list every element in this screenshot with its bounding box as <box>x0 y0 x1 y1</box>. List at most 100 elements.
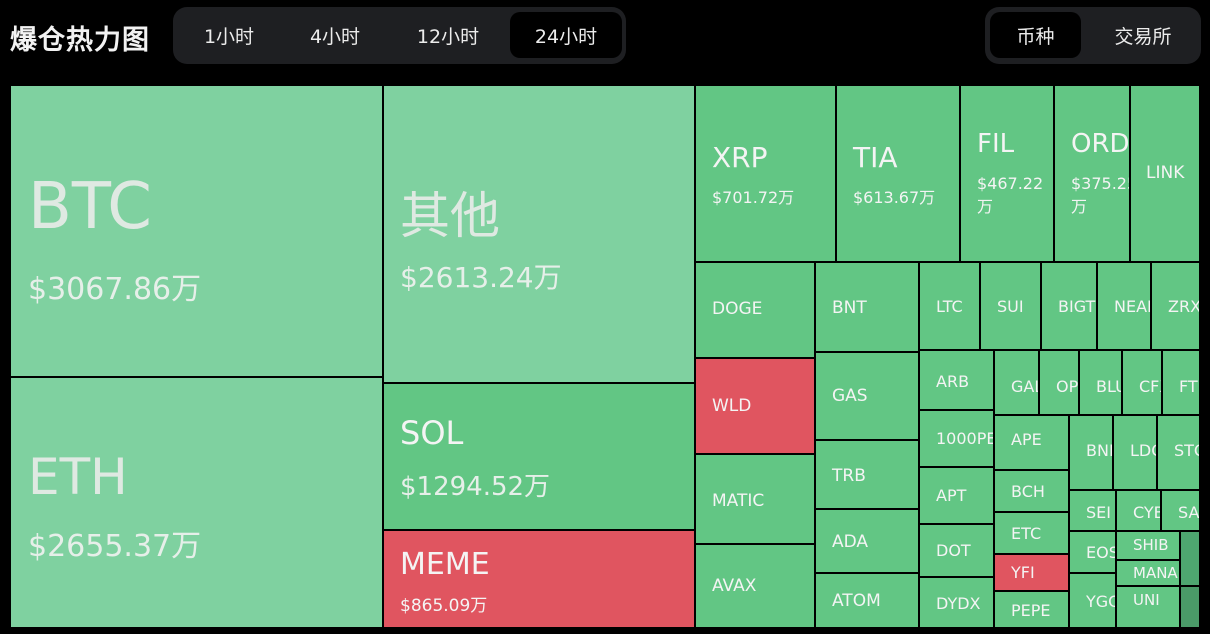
treemap-tile-sol[interactable]: SOL $1294.52万 <box>383 383 695 530</box>
treemap-tile-storj[interactable]: STORJ <box>1157 415 1200 490</box>
tile-symbol: APT <box>936 486 967 505</box>
tile-symbol: SHIB <box>1133 536 1169 554</box>
treemap-tile-wld[interactable]: WLD <box>695 358 815 454</box>
treemap-tile-sui[interactable]: SUI <box>980 262 1041 350</box>
tile-symbol: STORJ <box>1174 441 1199 460</box>
treemap-tile-ftm[interactable]: FTM <box>1162 350 1200 415</box>
treemap-tile-near[interactable]: NEAR <box>1097 262 1151 350</box>
tile-symbol: FTM <box>1179 377 1199 396</box>
tab-exchange[interactable]: 交易所 <box>1114 25 1172 48</box>
treemap-tile-yfi[interactable]: YFI <box>994 554 1069 591</box>
tile-amount: $2613.24万 <box>400 261 562 294</box>
tab-24h[interactable]: 24小时 <box>510 12 622 58</box>
treemap-tile-small-0[interactable] <box>1180 531 1200 586</box>
treemap-tile-gala[interactable]: GALA <box>994 350 1039 415</box>
tile-symbol: 其他 <box>400 187 500 245</box>
tile-symbol: PEPE <box>1011 601 1051 620</box>
tile-symbol: MANA <box>1133 564 1178 582</box>
treemap-tile-sei[interactable]: SEI <box>1069 490 1116 531</box>
tile-symbol: TIA <box>853 141 898 174</box>
tab-12h[interactable]: 12小时 <box>416 25 480 48</box>
treemap-tile-mana[interactable]: MANA <box>1116 560 1180 586</box>
tile-symbol: SUI <box>997 297 1024 316</box>
timeframe-selector: 1小时 4小时 12小时 24小时 <box>173 7 626 64</box>
treemap-tile-bnb[interactable]: BNB <box>1069 415 1113 490</box>
tile-symbol: LINK <box>1146 163 1185 183</box>
tile-symbol: MEME <box>400 547 490 582</box>
tile-symbol: UNI <box>1133 591 1160 609</box>
tile-symbol: BNB <box>1086 441 1112 460</box>
treemap-tile-uni[interactable]: UNI <box>1116 586 1180 628</box>
tile-symbol: YFI <box>1011 563 1035 582</box>
treemap-tile-zrx[interactable]: ZRX <box>1151 262 1200 350</box>
treemap-tile-ldo[interactable]: LDO <box>1113 415 1157 490</box>
tile-symbol: ORDI <box>1071 129 1130 159</box>
treemap-tile-ordi[interactable]: ORDI $375.25万 <box>1054 85 1130 262</box>
treemap-tile-arb[interactable]: ARB <box>919 350 994 410</box>
tab-1h[interactable]: 1小时 <box>203 25 255 48</box>
tile-symbol: BNT <box>832 298 867 318</box>
treemap-tile-cfx[interactable]: CFX <box>1122 350 1162 415</box>
treemap-tile-xrp[interactable]: XRP $701.72万 <box>695 85 836 262</box>
tile-amount: $1294.52万 <box>400 472 551 502</box>
treemap-tile-ygg[interactable]: YGG <box>1069 573 1116 628</box>
tile-amount: $865.09万 <box>400 596 488 616</box>
tile-symbol: ETC <box>1011 524 1042 543</box>
treemap-tile-btc[interactable]: BTC $3067.86万 <box>10 85 383 377</box>
treemap-tile-gas[interactable]: GAS <box>815 352 919 440</box>
tile-amount: $467.22万 <box>977 174 1044 217</box>
treemap-tile-ltc[interactable]: LTC <box>919 262 980 350</box>
treemap-tile-shib[interactable]: SHIB <box>1116 531 1180 560</box>
treemap-tile-bnt[interactable]: BNT <box>815 262 919 352</box>
tile-symbol: DOGE <box>712 299 763 319</box>
tile-symbol: SAND <box>1178 503 1200 522</box>
tile-symbol: NEAR <box>1114 297 1150 316</box>
treemap-tile-dydx[interactable]: DYDX <box>919 577 994 628</box>
treemap-tile-meme[interactable]: MEME $865.09万 <box>383 530 695 628</box>
treemap-tile-doge[interactable]: DOGE <box>695 262 815 358</box>
tile-symbol: DOT <box>936 541 971 560</box>
treemap-tile-eth[interactable]: ETH $2655.37万 <box>10 377 383 628</box>
tile-symbol: TRB <box>832 466 866 486</box>
tile-symbol: ZRX <box>1168 297 1200 316</box>
treemap-tile-sand[interactable]: SAND <box>1161 490 1200 531</box>
treemap-tile-small-1[interactable] <box>1180 586 1200 628</box>
tile-symbol: OP <box>1056 377 1079 396</box>
treemap-tile-ape[interactable]: APE <box>994 415 1069 470</box>
treemap-tile-cyber[interactable]: CYBER <box>1116 490 1161 531</box>
tile-amount: $701.72万 <box>712 188 795 207</box>
tile-symbol: DYDX <box>936 594 981 613</box>
liquidation-treemap: BTC $3067.86万 ETH $2655.37万 其他 $2613.24万 SOL $1… <box>10 85 1200 628</box>
tab-4h[interactable]: 4小时 <box>309 25 361 48</box>
treemap-tile-ada[interactable]: ADA <box>815 509 919 573</box>
treemap-tile-1000pepe[interactable]: 1000PEPE <box>919 410 994 467</box>
tab-coin[interactable]: 币种 <box>990 12 1081 58</box>
treemap-tile-bigtime[interactable]: BIGTIME <box>1041 262 1097 350</box>
treemap-tile-avax[interactable]: AVAX <box>695 544 815 628</box>
tile-symbol: GAS <box>832 386 868 406</box>
tile-symbol: EOS <box>1086 543 1116 562</box>
tile-symbol: MATIC <box>712 491 765 511</box>
tile-amount: $2655.37万 <box>28 529 202 564</box>
tile-symbol: ETH <box>28 448 128 506</box>
treemap-tile-eos[interactable]: EOS <box>1069 531 1116 573</box>
treemap-tile-apt[interactable]: APT <box>919 467 994 524</box>
treemap-tile-tia[interactable]: TIA $613.67万 <box>836 85 960 262</box>
tile-symbol: XRP <box>712 141 768 174</box>
treemap-tile-matic[interactable]: MATIC <box>695 454 815 544</box>
treemap-tile-link[interactable]: LINK <box>1130 85 1200 262</box>
treemap-tile-其他[interactable]: 其他 $2613.24万 <box>383 85 695 383</box>
tile-symbol: BIGTIME <box>1058 297 1096 316</box>
treemap-tile-etc[interactable]: ETC <box>994 512 1069 554</box>
treemap-tile-pepe[interactable]: PEPE <box>994 591 1069 628</box>
treemap-tile-op[interactable]: OP <box>1039 350 1079 415</box>
tile-symbol: FIL <box>977 129 1015 159</box>
treemap-tile-fil[interactable]: FIL $467.22万 <box>960 85 1054 262</box>
treemap-tile-dot[interactable]: DOT <box>919 524 994 577</box>
tile-symbol: APE <box>1011 430 1042 449</box>
treemap-tile-trb[interactable]: TRB <box>815 440 919 509</box>
tile-symbol: BCH <box>1011 482 1045 501</box>
treemap-tile-atom[interactable]: ATOM <box>815 573 919 628</box>
treemap-tile-blur[interactable]: BLUR <box>1079 350 1122 415</box>
treemap-tile-bch[interactable]: BCH <box>994 470 1069 512</box>
